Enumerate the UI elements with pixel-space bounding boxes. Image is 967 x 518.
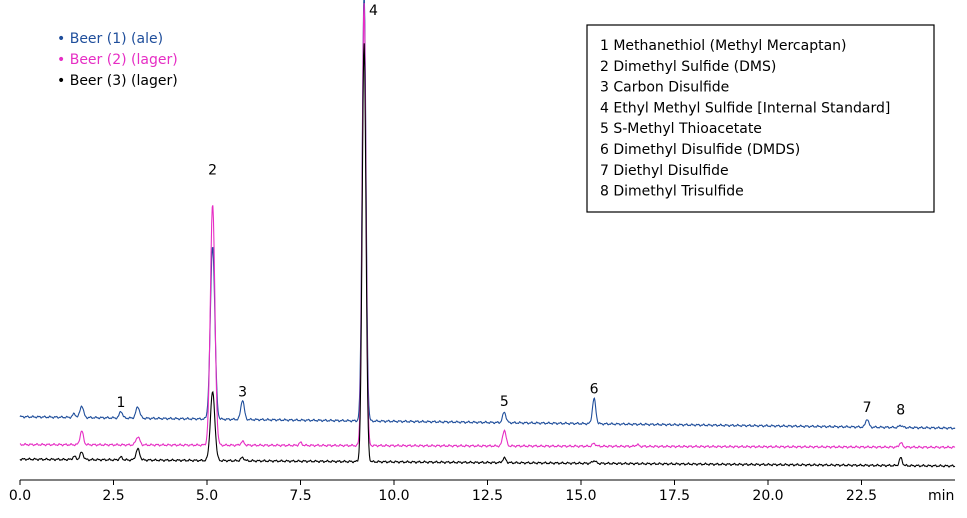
x-axis: 0.0 2.5 5.0 7.5 10.0 12.5 15.0 17.5 20.0 22.5 min xyxy=(9,479,955,504)
x-tick-label: 7.5 xyxy=(289,488,311,504)
trace-line-2 xyxy=(19,3,956,450)
peak-label-8: 8 xyxy=(896,402,905,418)
legend-entry-3: • Beer (3) (lager) xyxy=(57,73,178,89)
legend-entry-2: • Beer (2) (lager) xyxy=(57,52,178,68)
peak-label-1: 1 xyxy=(117,395,126,411)
compound-key-item-5: 5 S-Methyl Thioacetate xyxy=(600,121,762,137)
legend-label: Beer (2) (lager) xyxy=(70,52,178,68)
peak-label-7: 7 xyxy=(863,400,872,416)
peak-label-4: 4 xyxy=(369,3,378,19)
x-axis-ticks: 0.0 2.5 5.0 7.5 10.0 12.5 15.0 17.5 20.0 22.5 xyxy=(9,480,877,504)
series-legend: • Beer (1) (ale)• Beer (2) (lager)• Beer… xyxy=(57,31,178,89)
peak-label-3: 3 xyxy=(238,385,247,401)
compound-key-item-3: 3 Carbon Disulfide xyxy=(600,80,729,96)
peak-label-6: 6 xyxy=(590,381,599,397)
peak-label-5: 5 xyxy=(500,394,509,410)
x-tick-label: 10.0 xyxy=(378,488,409,504)
compound-key-lines: 1 Methanethiol (Methyl Mercaptan) 2 Dimet… xyxy=(600,38,890,200)
compound-key-box: 1 Methanethiol (Methyl Mercaptan) 2 Dimet… xyxy=(586,24,935,213)
legend-marker: • xyxy=(57,31,70,47)
x-tick-label: 5.0 xyxy=(196,488,218,504)
compound-key-item-8: 8 Dimethyl Trisulfide xyxy=(600,184,744,200)
compound-key-item-7: 7 Diethyl Disulfide xyxy=(600,163,729,179)
compound-key-border xyxy=(586,24,935,213)
trace-line-1 xyxy=(19,0,956,430)
legend-label: Beer (3) (lager) xyxy=(70,73,178,89)
legend-marker: • xyxy=(57,73,70,89)
x-tick-label: 15.0 xyxy=(565,488,596,504)
x-tick-label: 2.5 xyxy=(102,488,124,504)
x-tick-label: 12.5 xyxy=(472,488,503,504)
legend-marker: • xyxy=(57,52,70,68)
peak-label-2: 2 xyxy=(208,163,217,179)
compound-key-item-2: 2 Dimethyl Sulfide (DMS) xyxy=(600,59,776,75)
compound-key-item-4: 4 Ethyl Methyl Sulfide [Internal Standar… xyxy=(600,100,890,116)
peak-number-labels: 1 2 3 4 5 6 7 8 xyxy=(117,3,906,418)
x-tick-label: 17.5 xyxy=(659,488,690,504)
x-tick-label: 0.0 xyxy=(9,488,31,504)
compound-key-item-1: 1 Methanethiol (Methyl Mercaptan) xyxy=(600,38,846,54)
x-tick-label: 20.0 xyxy=(752,488,783,504)
chromatogram-traces xyxy=(19,0,956,468)
compound-key-item-6: 6 Dimethyl Disulfide (DMDS) xyxy=(600,142,800,158)
x-tick-label: 22.5 xyxy=(846,488,877,504)
legend-label: Beer (1) (ale) xyxy=(70,31,163,47)
trace-line-3 xyxy=(19,43,956,468)
x-axis-unit-label: min xyxy=(928,488,954,504)
legend-entry-1: • Beer (1) (ale) xyxy=(57,31,163,47)
